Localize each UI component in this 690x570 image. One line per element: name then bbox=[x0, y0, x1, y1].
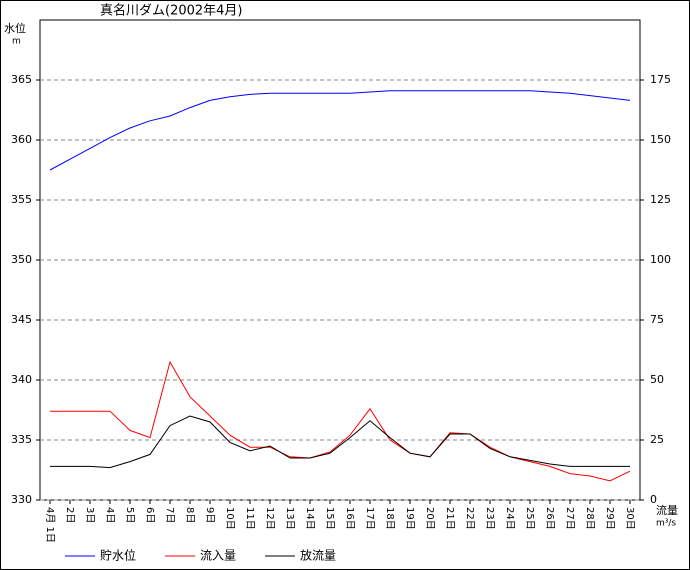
x-tick-label: 14日 bbox=[304, 507, 315, 530]
y-tick-label: 360 bbox=[11, 133, 32, 146]
y-axis-label: 水位 bbox=[4, 21, 26, 35]
y-tick-label: 335 bbox=[11, 433, 32, 446]
y2-tick-label: 0 bbox=[650, 493, 657, 506]
y2-axis-unit: m³/s bbox=[656, 519, 676, 529]
x-tick-label: 5日 bbox=[124, 507, 135, 523]
x-tick-label: 15日 bbox=[324, 507, 335, 530]
y2-tick-label: 25 bbox=[650, 433, 664, 446]
series-line bbox=[50, 360, 631, 482]
x-tick-label: 11日 bbox=[244, 507, 255, 530]
chart-title: 真名川ダム(2002年4月) bbox=[100, 3, 243, 19]
y2-tick-label: 150 bbox=[650, 133, 671, 146]
x-tick-label: 20日 bbox=[424, 507, 435, 530]
x-tick-label: 30日 bbox=[624, 507, 635, 530]
y-tick-label: 355 bbox=[11, 193, 32, 206]
x-tick-label: 7日 bbox=[164, 507, 175, 523]
legend-label: 貯水位 bbox=[100, 548, 136, 563]
y-tick-label: 345 bbox=[11, 313, 32, 326]
x-tick-label: 16日 bbox=[344, 507, 355, 530]
x-tick-label: 21日 bbox=[444, 507, 455, 530]
x-tick-label: 12日 bbox=[264, 507, 275, 530]
x-tick-label: 23日 bbox=[484, 507, 495, 530]
x-tick-label: 9日 bbox=[204, 507, 215, 523]
y-tick-label: 365 bbox=[11, 73, 32, 86]
x-tick-label: 13日 bbox=[284, 507, 295, 530]
y2-tick-label: 75 bbox=[650, 313, 664, 326]
x-tick-label: 29日 bbox=[604, 507, 615, 530]
x-tick-label: 22日 bbox=[464, 507, 475, 530]
x-tick-label: 3日 bbox=[84, 507, 95, 523]
legend-label: 流入量 bbox=[200, 549, 236, 563]
y-tick-label: 350 bbox=[11, 253, 32, 266]
x-tick-label: 27日 bbox=[564, 507, 575, 530]
y-tick-label: 340 bbox=[11, 373, 32, 386]
y-tick-label: 330 bbox=[11, 493, 32, 506]
x-tick-label: 4月 1日 bbox=[44, 507, 56, 543]
x-tick-label: 17日 bbox=[364, 507, 375, 530]
x-tick-label: 19日 bbox=[404, 507, 415, 530]
x-tick-label: 6日 bbox=[144, 507, 155, 523]
x-tick-label: 24日 bbox=[504, 507, 515, 530]
y2-tick-label: 125 bbox=[650, 193, 671, 206]
y2-tick-label: 175 bbox=[650, 73, 671, 86]
x-tick-label: 10日 bbox=[224, 507, 235, 530]
y2-axis-label: 流量 bbox=[656, 503, 678, 517]
series-line bbox=[49, 90, 631, 171]
y2-tick-label: 100 bbox=[650, 253, 671, 266]
x-tick-label: 28日 bbox=[584, 507, 595, 530]
x-tick-label: 8日 bbox=[184, 507, 195, 523]
x-tick-label: 18日 bbox=[384, 507, 395, 530]
x-tick-label: 4日 bbox=[104, 507, 115, 523]
y2-tick-label: 50 bbox=[650, 373, 664, 386]
series-line bbox=[50, 415, 630, 469]
x-tick-label: 2日 bbox=[64, 507, 75, 523]
y-axis-unit: m bbox=[12, 37, 21, 47]
x-tick-label: 26日 bbox=[544, 507, 555, 530]
x-tick-label: 25日 bbox=[524, 507, 535, 530]
legend-label: 放流量 bbox=[300, 548, 336, 563]
